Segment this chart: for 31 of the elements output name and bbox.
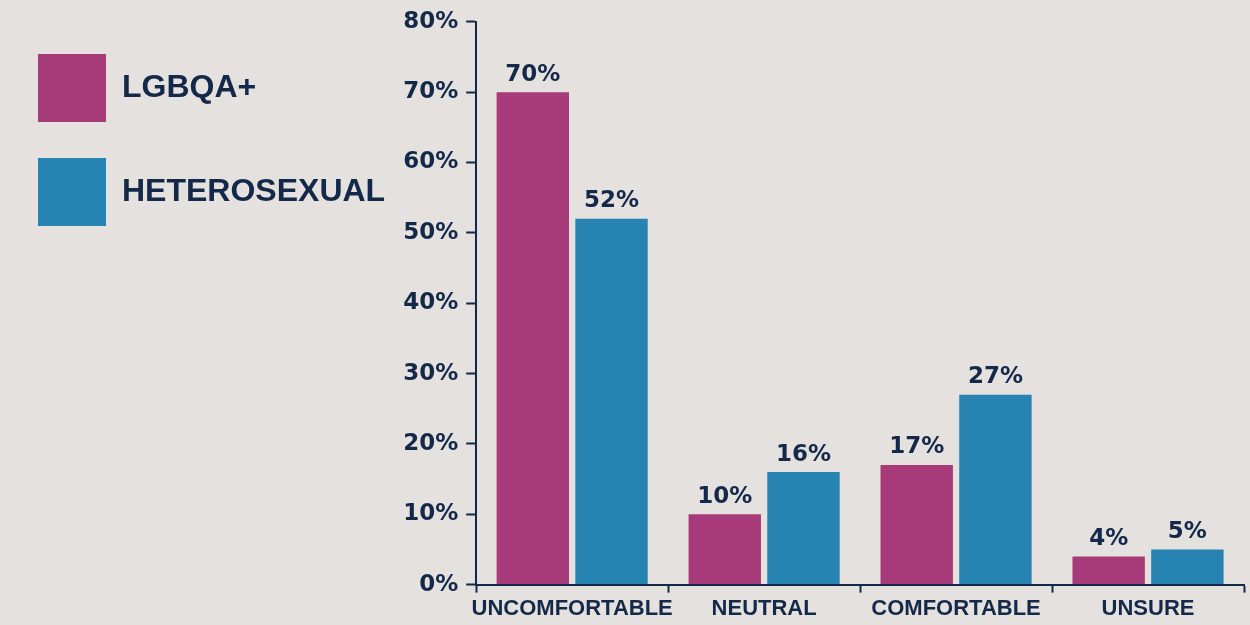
x-tick-label: UNCOMFORTABLE	[471, 594, 673, 620]
legend-label: LGBQA+	[122, 67, 257, 104]
data-label: 16%	[775, 439, 831, 466]
y-tick-label: 30%	[403, 358, 459, 385]
y-tick-label: 80%	[403, 6, 459, 33]
bar	[688, 514, 761, 585]
bar	[575, 218, 648, 585]
legend-label: HETEROSEXUAL	[122, 171, 386, 208]
x-tick-label: NEUTRAL	[711, 594, 817, 620]
x-tick-label: UNSURE	[1101, 594, 1195, 620]
y-tick-label: 20%	[403, 428, 459, 455]
data-label: 52%	[583, 186, 640, 213]
bar	[1072, 556, 1145, 585]
bar	[880, 465, 953, 585]
data-label: 70%	[505, 59, 561, 86]
bar	[496, 92, 570, 585]
data-label: 17%	[889, 432, 945, 459]
y-tick-label: 0%	[419, 569, 459, 596]
y-tick-label: 10%	[403, 499, 459, 526]
y-tick-label: 40%	[403, 288, 459, 315]
y-tick-label: 60%	[403, 147, 459, 174]
data-label: 4%	[1089, 523, 1129, 550]
bar	[767, 472, 840, 585]
bar	[959, 394, 1032, 585]
y-tick-label: 50%	[403, 217, 459, 244]
data-label: 10%	[697, 481, 753, 508]
bar	[1151, 549, 1224, 585]
data-label: 5%	[1167, 516, 1207, 543]
y-tick-label: 70%	[403, 77, 459, 104]
x-tick-label: COMFORTABLE	[871, 594, 1041, 620]
data-label: 27%	[967, 362, 1023, 389]
